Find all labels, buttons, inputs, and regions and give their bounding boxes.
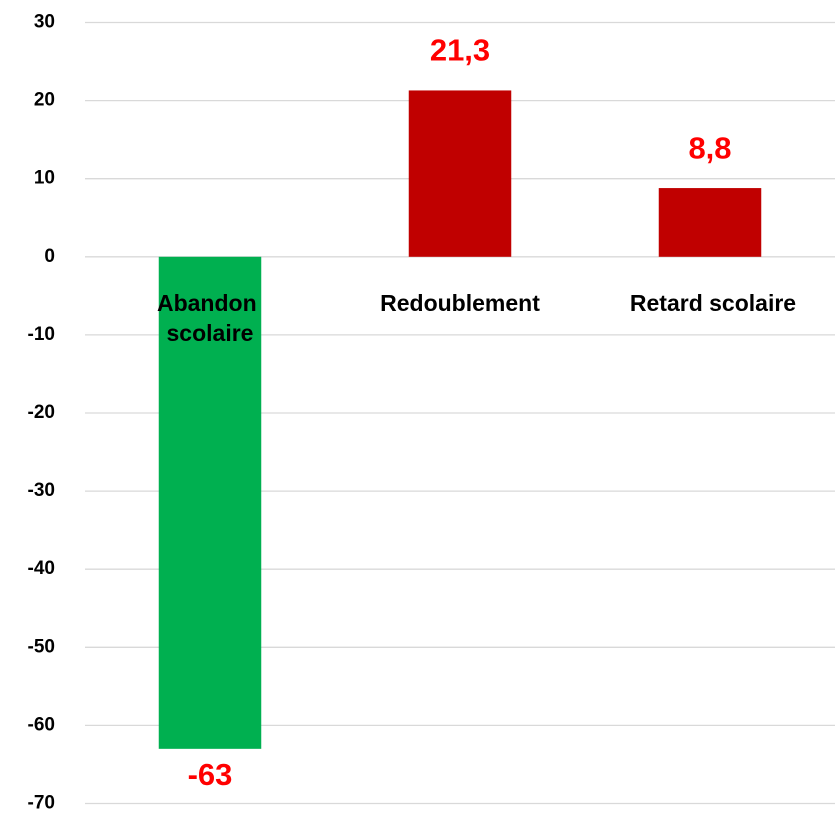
bar — [158, 256, 262, 749]
y-tick-label: -70 — [28, 793, 55, 814]
y-tick-label: -50 — [28, 636, 55, 657]
value-label: 8,8 — [688, 130, 731, 165]
y-tick-label: -40 — [28, 558, 55, 579]
bar — [658, 188, 762, 257]
y-tick-label: -20 — [28, 402, 55, 423]
y-tick-label: -10 — [28, 324, 55, 345]
y-tick-label: 10 — [34, 168, 55, 189]
x-tick-label: Redoublement — [380, 290, 540, 316]
y-tick-label: -60 — [28, 714, 55, 735]
x-tick-label: Retard scolaire — [630, 290, 796, 316]
y-tick-label: -30 — [28, 480, 55, 501]
x-tick-label: Abandon scolaire — [157, 290, 263, 346]
bar — [408, 90, 512, 257]
y-tick-label: 0 — [44, 246, 55, 267]
x-tick-label-line: Abandon — [157, 290, 263, 316]
y-tick-label: 30 — [34, 12, 55, 33]
value-label: 21,3 — [430, 33, 490, 68]
x-tick-label-line: scolaire — [167, 320, 254, 346]
value-label: -63 — [188, 757, 233, 792]
y-tick-label: 20 — [34, 90, 55, 111]
